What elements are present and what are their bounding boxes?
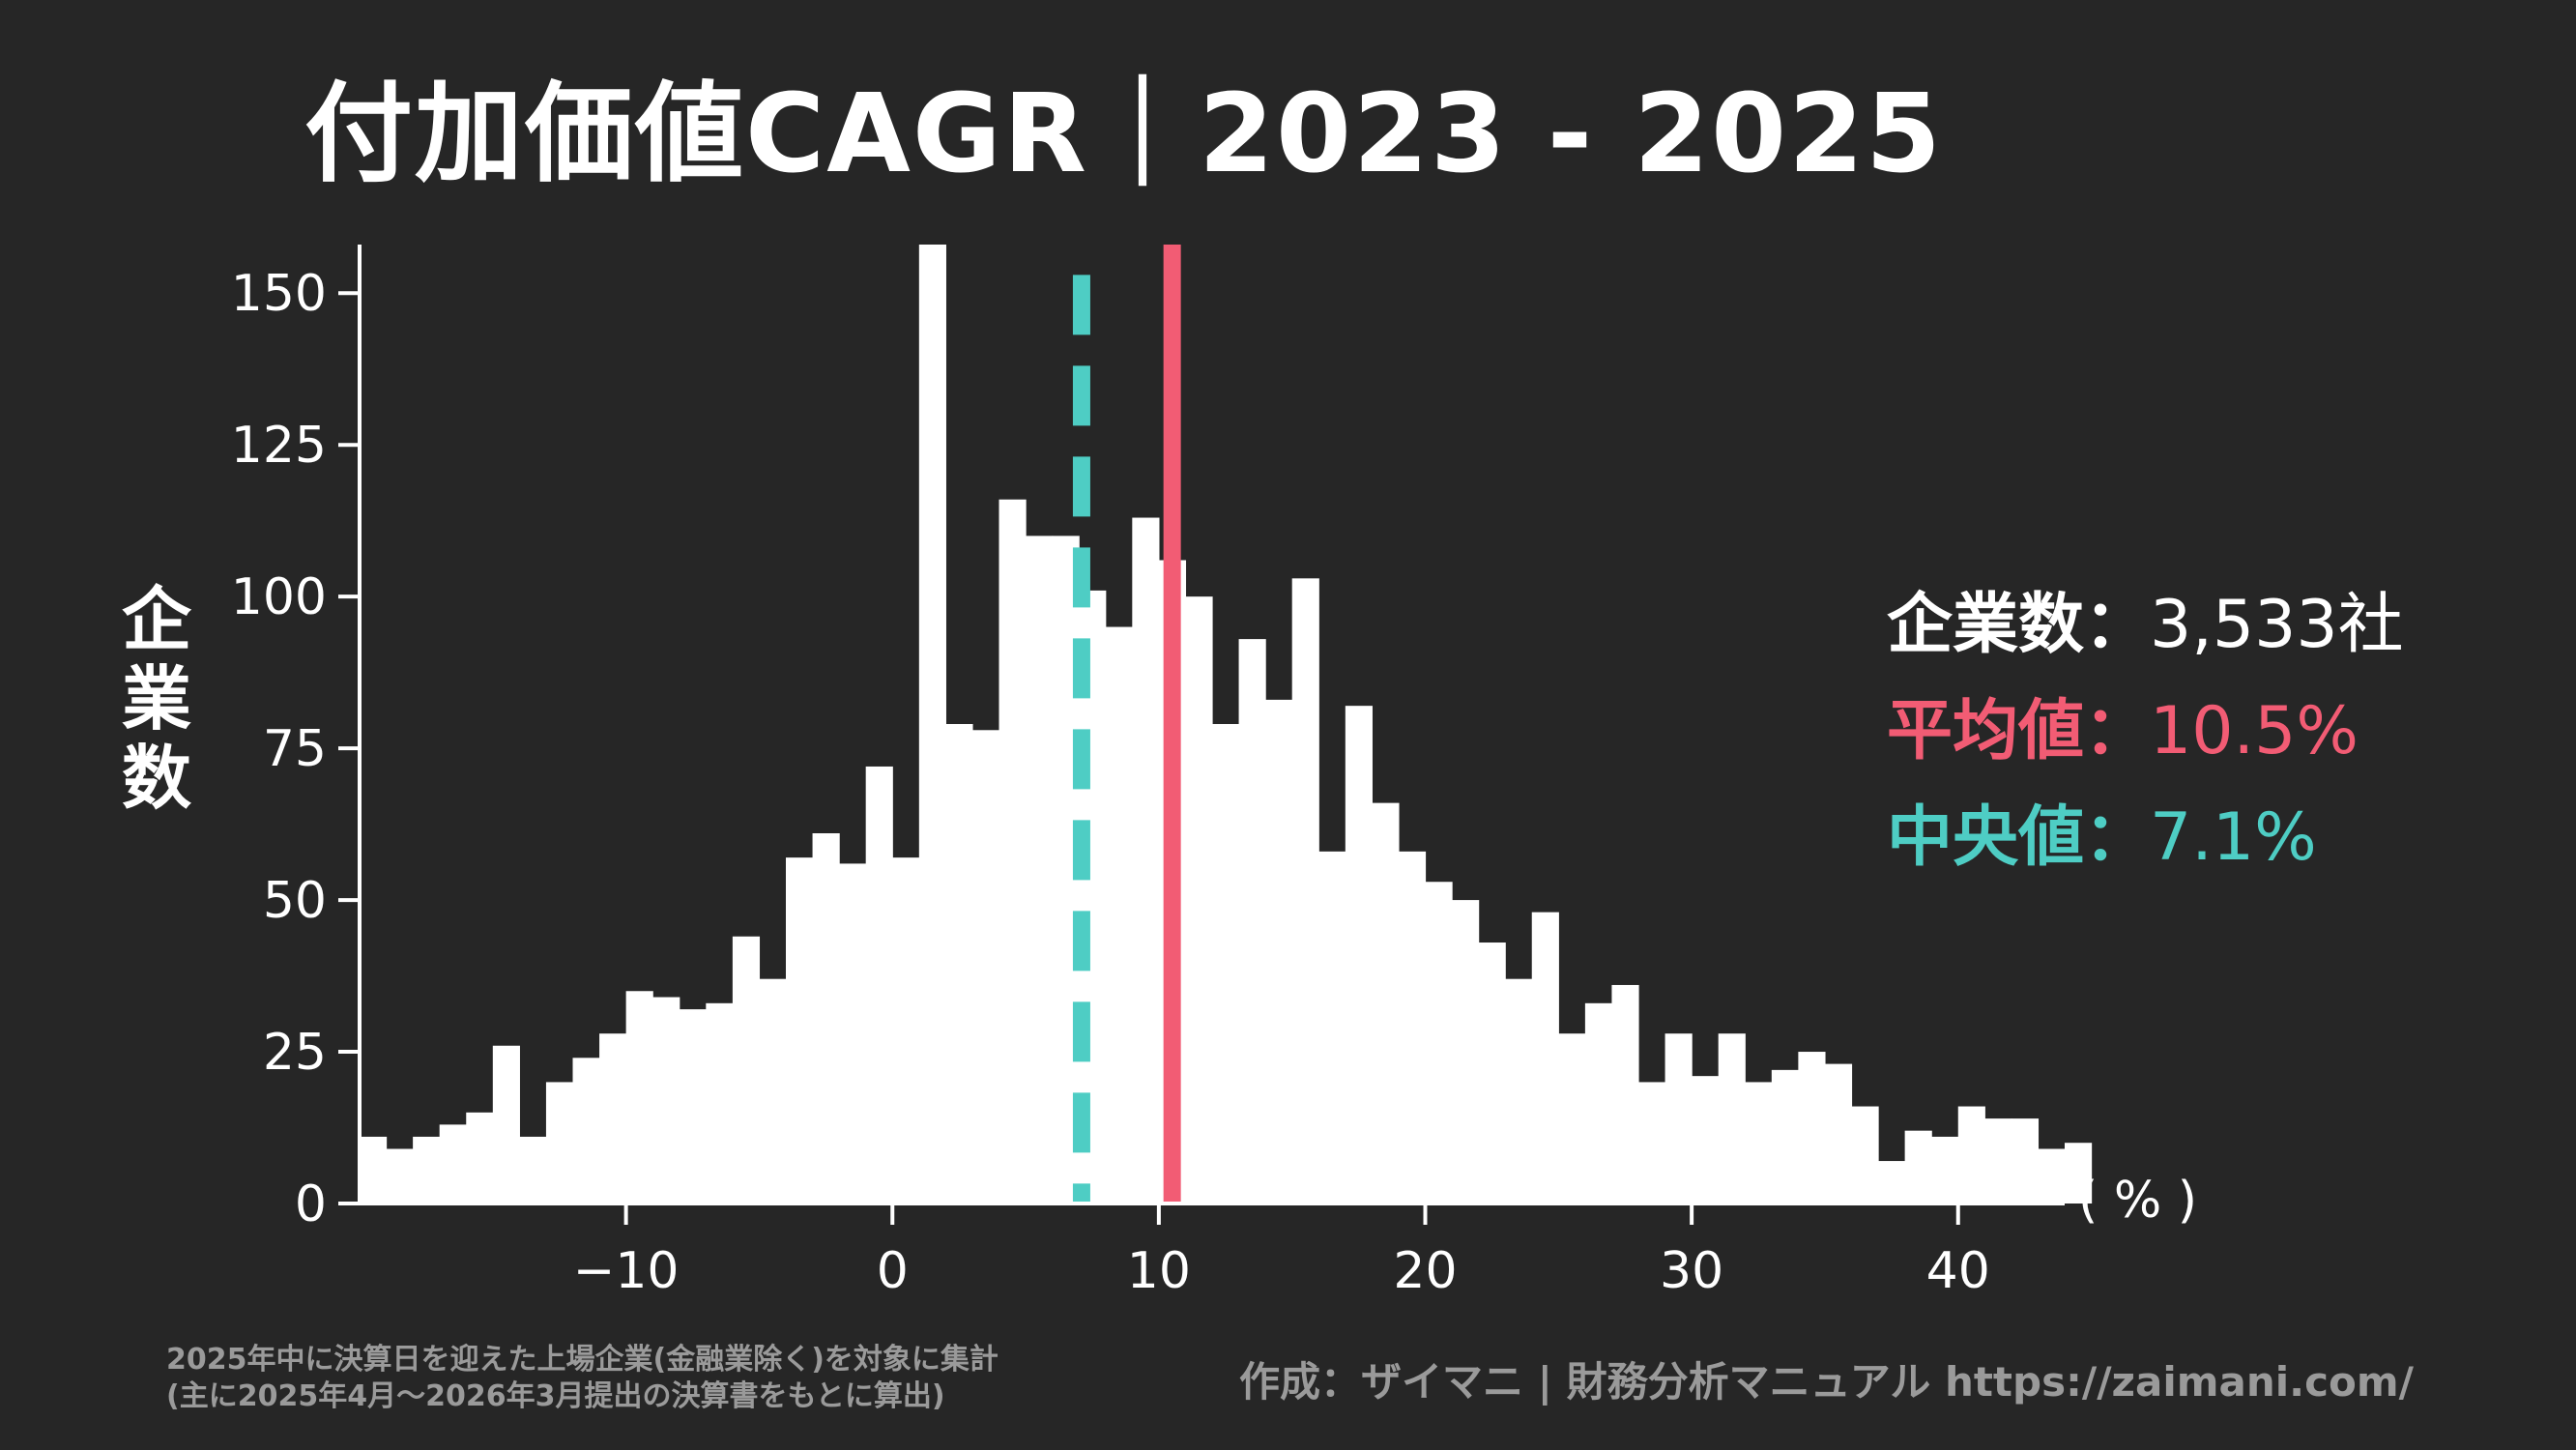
- histogram-bar: [1505, 978, 1533, 1204]
- y-tick-label: 125: [231, 417, 327, 475]
- y-tick-label: 100: [231, 568, 327, 626]
- mean-row: 平均値：10.5%: [1887, 679, 2404, 785]
- x-axis-unit-label: ( % ): [2078, 1172, 2198, 1230]
- histogram-bar: [786, 857, 814, 1204]
- histogram-bar: [439, 1124, 467, 1204]
- histogram-bar: [1265, 699, 1293, 1204]
- histogram-bar: [759, 978, 787, 1204]
- histogram-bar: [2065, 1143, 2093, 1204]
- company-count-row: 企業数：3,533社: [1887, 572, 2404, 679]
- histogram-bar: [1478, 942, 1506, 1204]
- histogram-bar: [1692, 1076, 1720, 1204]
- histogram-bar: [519, 1136, 547, 1204]
- chart-title: 付加価値CAGR｜2023 - 2025: [304, 72, 1943, 197]
- x-tick-label: 10: [1127, 1242, 1191, 1300]
- histogram-bar: [1878, 1161, 1906, 1204]
- y-axis-label-char: 業: [121, 658, 191, 740]
- histogram-bar: [892, 857, 920, 1204]
- histogram-bar: [1638, 1082, 1666, 1204]
- histogram-bar: [572, 1058, 600, 1204]
- company-count-label: 企業数：: [1887, 587, 2151, 663]
- mean-value: 10.5%: [2150, 693, 2359, 769]
- company-count-value: 3,533社: [2150, 587, 2404, 663]
- histogram-bar: [1931, 1136, 1959, 1204]
- x-tick-label: 0: [877, 1242, 909, 1300]
- histogram-bar: [812, 833, 840, 1204]
- histogram-bar: [2011, 1118, 2040, 1204]
- histogram-bar: [466, 1112, 494, 1204]
- histogram-bar: [865, 766, 893, 1204]
- histogram-bar: [1584, 1002, 1613, 1204]
- credit-text: 作成：ザイマニ | 財務分析マニュアル https://zaimani.com/: [1239, 1358, 2414, 1406]
- histogram-bar: [360, 1136, 388, 1204]
- histogram-bar: [1904, 1130, 1932, 1204]
- histogram-bar: [413, 1136, 441, 1204]
- x-tick-label: 20: [1393, 1242, 1457, 1300]
- histogram-bar: [1398, 851, 1427, 1204]
- footnote-line-2: (主に2025年4月〜2026年3月提出の決算書をもとに算出): [166, 1379, 945, 1413]
- histogram-bar: [492, 1045, 520, 1204]
- histogram-bar: [1425, 882, 1453, 1204]
- histogram-bar: [1611, 984, 1639, 1204]
- histogram-bar: [1318, 851, 1346, 1204]
- histogram-bar: [625, 991, 653, 1204]
- histogram-bar: [1026, 536, 1054, 1204]
- histogram-bar: [1824, 1063, 1853, 1204]
- histogram-bar: [918, 245, 946, 1204]
- histogram-bar: [732, 936, 761, 1204]
- y-tick-label: 75: [263, 720, 327, 778]
- histogram-bar: [1558, 1033, 1586, 1204]
- histogram-bar: [652, 997, 680, 1204]
- histogram-bars: [360, 245, 2093, 1204]
- histogram-bar: [1105, 626, 1133, 1204]
- histogram-bar: [1664, 1033, 1693, 1204]
- y-axis-label-char: 数: [121, 738, 191, 819]
- y-axis-label: 企 業 数: [108, 580, 205, 818]
- histogram-bar: [1851, 1106, 1879, 1204]
- histogram-bar: [706, 1002, 734, 1204]
- x-tick-label: 30: [1660, 1242, 1723, 1300]
- y-tick-label: 50: [263, 872, 327, 930]
- histogram-bar: [1798, 1052, 1826, 1204]
- axes: 0 25 50 75 100 125 150 −10 0 10 20 30 40: [231, 245, 2065, 1300]
- histogram-bar: [1238, 639, 1266, 1204]
- mean-label: 平均値：: [1887, 693, 2151, 769]
- reference-lines: [1072, 245, 1181, 1204]
- x-tick-label: 40: [1926, 1242, 1990, 1300]
- histogram-bar: [1212, 724, 1240, 1204]
- histogram-bar: [1957, 1106, 1985, 1204]
- histogram-bar: [1771, 1069, 1799, 1204]
- y-tick-label: 25: [263, 1024, 327, 1082]
- histogram-bar: [386, 1148, 414, 1204]
- histogram-bar: [1372, 802, 1400, 1204]
- histogram-bar: [679, 1009, 707, 1204]
- histogram-bar: [1452, 900, 1480, 1204]
- histogram-bar: [599, 1033, 627, 1204]
- histogram-bar: [545, 1082, 574, 1204]
- y-tick-label: 0: [295, 1175, 327, 1233]
- histogram-bar: [1132, 517, 1160, 1204]
- histogram-bar: [1345, 706, 1373, 1204]
- footnote-line-1: 2025年中に決算日を迎えた上場企業(金融業除く)を対象に集計: [166, 1343, 999, 1377]
- histogram-bar: [1745, 1082, 1773, 1204]
- histogram-bar: [1185, 596, 1213, 1204]
- histogram-bar: [2038, 1148, 2066, 1204]
- median-label: 中央値：: [1887, 799, 2151, 876]
- x-tick-label: −10: [573, 1242, 680, 1300]
- histogram-bar: [1291, 578, 1319, 1204]
- histogram-bar: [971, 730, 1000, 1204]
- histogram-bar: [1984, 1118, 2012, 1204]
- median-row: 中央値：7.1%: [1887, 785, 2404, 891]
- histogram-bar: [999, 499, 1027, 1204]
- y-tick-label: 150: [231, 265, 327, 323]
- median-value: 7.1%: [2150, 799, 2317, 876]
- stats-panel: 企業数：3,533社 平均値：10.5% 中央値：7.1%: [1887, 572, 2404, 891]
- histogram-bar: [1718, 1033, 1746, 1204]
- histogram-bar: [945, 724, 973, 1204]
- histogram-bar: [1531, 912, 1559, 1204]
- footnote: 2025年中に決算日を迎えた上場企業(金融業除く)を対象に集計 (主に2025年…: [166, 1342, 999, 1415]
- histogram-bar: [839, 863, 867, 1204]
- y-axis-label-char: 企: [121, 579, 191, 660]
